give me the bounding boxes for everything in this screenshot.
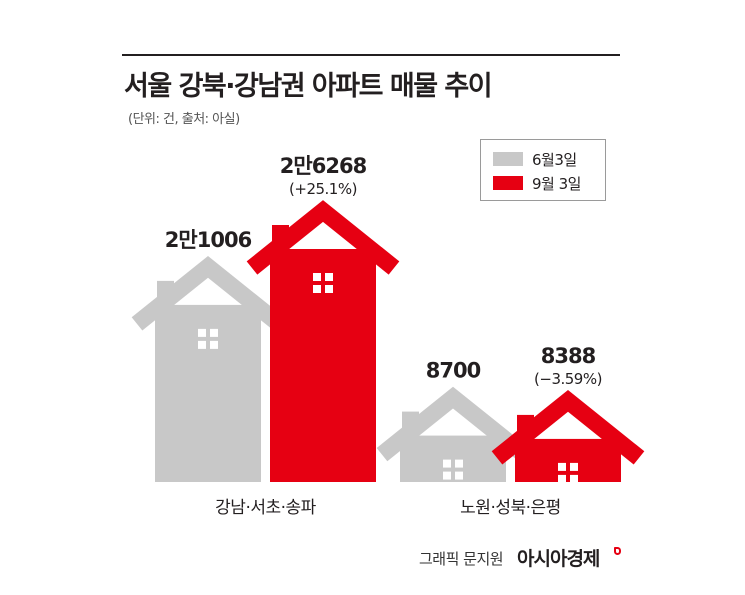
category-label-1: 노원·성북·은평 [460,498,561,518]
window-pane-c1-s1 [570,474,578,483]
window-pane-c1-s0 [455,471,463,480]
legend-item-september: 9월 3일 [493,173,581,193]
value-label-c0-s1: 2만6268 [280,154,367,178]
change-label-c1-s1: (−3.59%) [534,370,602,388]
window-pane-c0-s1 [313,273,321,281]
house-roof-c0-s1 [246,200,400,275]
window-pane-c0-s1 [313,285,321,293]
legend: 6월3일 9월 3일 [480,139,606,201]
window-pane-c1-s0 [455,459,463,468]
window-pane-c1-s1 [558,474,566,483]
legend-label-june: 6월3일 [532,150,577,169]
legend-item-june: 6월3일 [493,149,577,169]
value-label-c0-s0: 2만1006 [165,228,252,252]
brand-mark-icon [614,547,621,555]
value-label-c1-s0: 8700 [426,359,481,383]
window-pane-c0-s0 [210,328,218,337]
legend-swatch-june [493,152,523,166]
house-roof-c1-s1 [491,390,645,465]
window-pane-c0-s0 [198,340,206,349]
brand-logo-text: 아시아경제 [517,548,600,570]
window-pane-c1-s0 [443,471,451,480]
legend-swatch-september [493,176,523,190]
house-bar-c1-s0 [400,435,506,482]
category-label-0: 강남·서초·송파 [215,498,317,518]
change-label-c0-s1: (+25.1%) [289,180,357,198]
house-roof-c0-s0 [131,255,285,331]
house-bar-c0-s1 [270,249,376,482]
window-pane-c0-s0 [198,328,206,337]
window-pane-c0-s1 [325,285,333,293]
window-pane-c1-s1 [558,462,566,471]
graphic-credit: 그래픽 문지원 [419,550,504,568]
window-pane-c1-s0 [443,459,451,468]
top-rule [122,54,620,56]
chart-subtitle: (단위: 건, 출처: 아실) [128,112,240,127]
window-pane-c0-s0 [210,340,218,349]
value-label-c1-s1: 8388 [541,344,596,368]
house-bar-c1-s1 [515,438,621,482]
window-pane-c1-s1 [570,462,578,471]
window-pane-c0-s1 [325,273,333,281]
chart-title: 서울 강북·강남권 아파트 매물 추이 [124,71,493,102]
house-roof-c1-s0 [376,386,530,462]
house-bar-c0-s0 [155,304,261,482]
legend-label-september: 9월 3일 [532,174,581,193]
